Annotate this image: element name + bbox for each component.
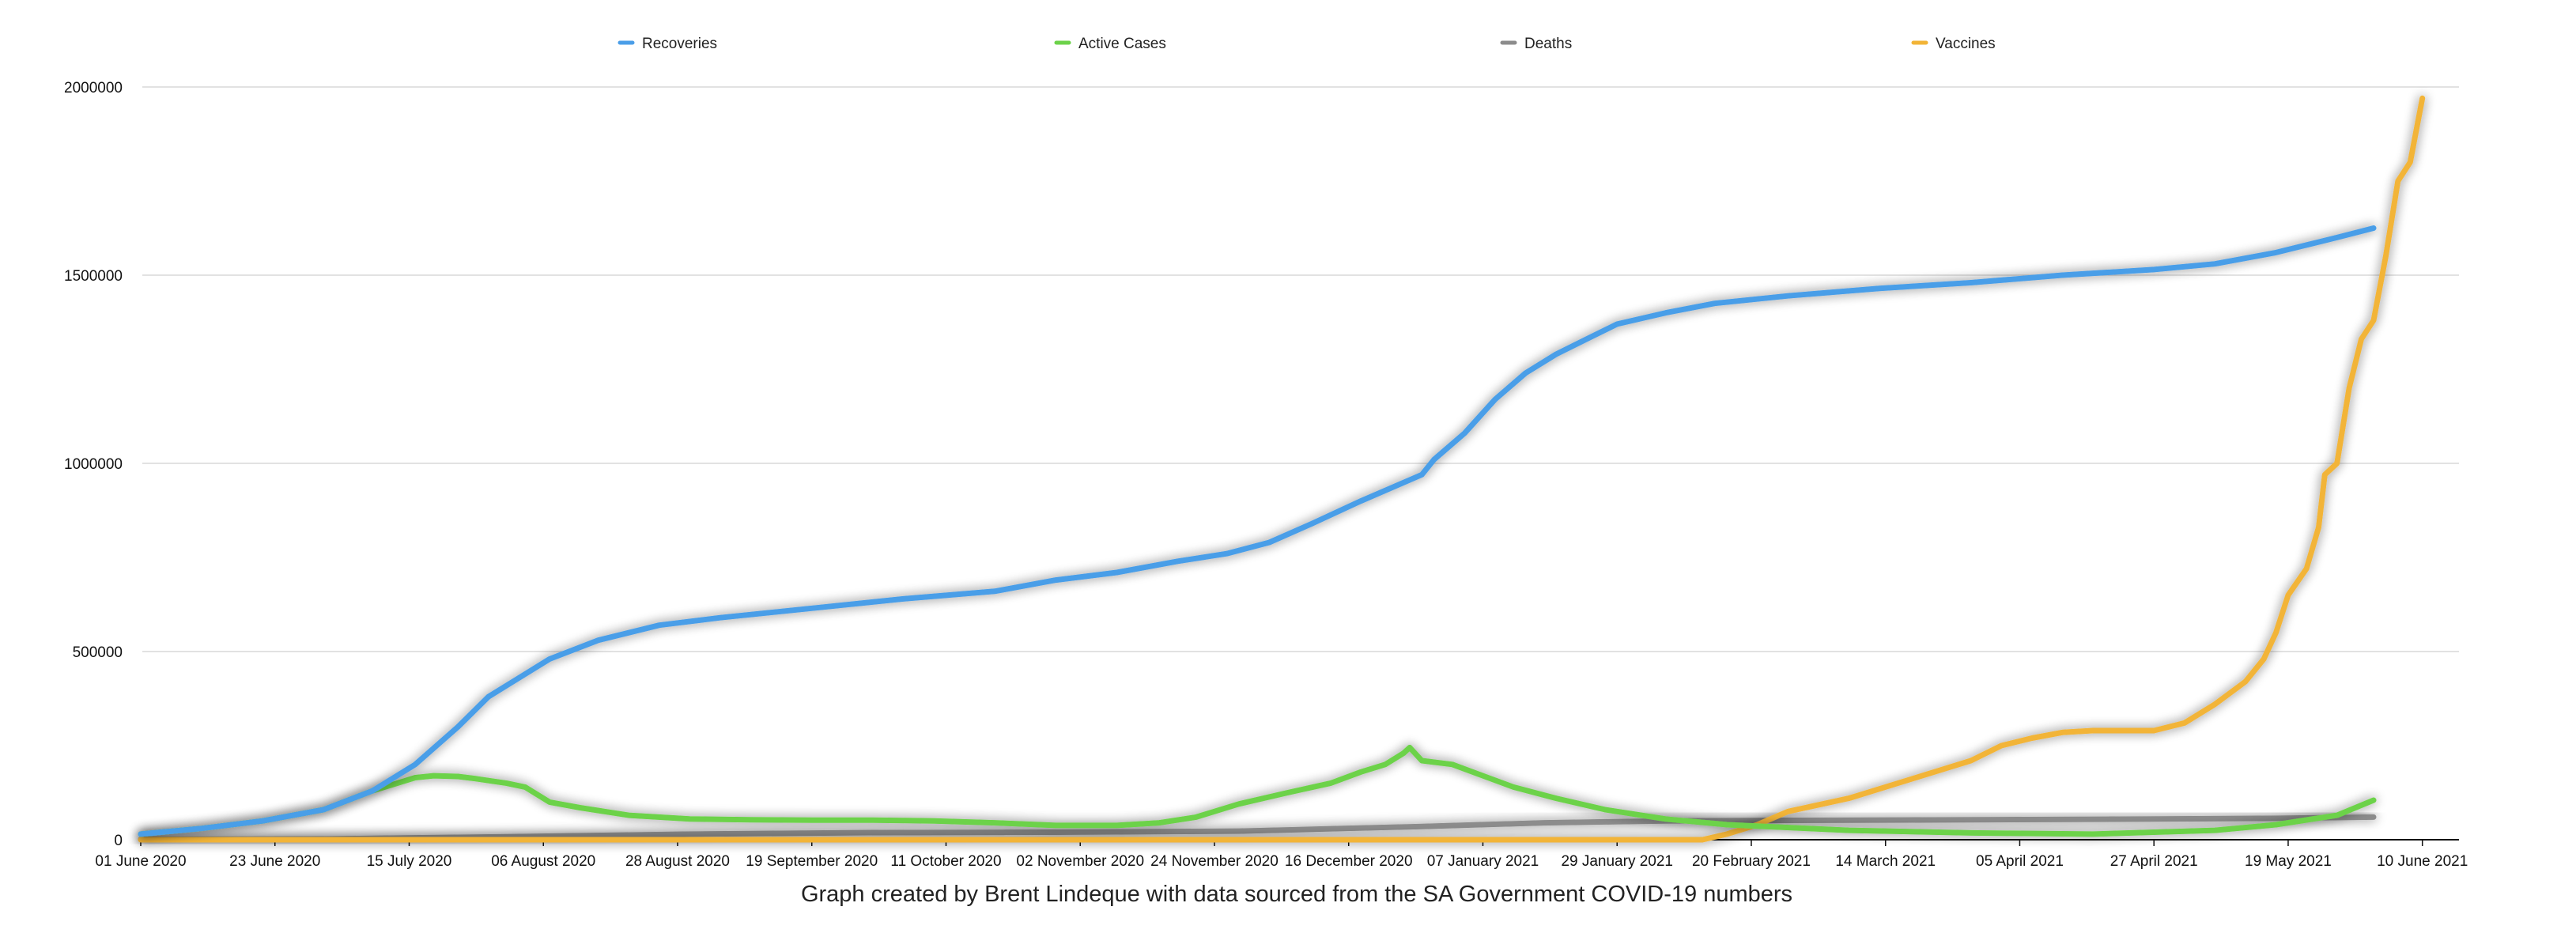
y-tick-label: 1000000 bbox=[64, 456, 123, 473]
x-tick-label: 20 February 2021 bbox=[1692, 853, 1811, 870]
legend-item-vaccines: Vaccines bbox=[1911, 36, 1996, 52]
x-tick-label: 05 April 2021 bbox=[1976, 853, 2064, 870]
legend-label: Deaths bbox=[1524, 36, 1572, 52]
x-tick-label: 10 June 2021 bbox=[2377, 853, 2468, 870]
grid-lines bbox=[142, 86, 2459, 652]
series-line-recoveries bbox=[138, 225, 2377, 837]
x-tick-label: 11 October 2020 bbox=[890, 853, 1001, 870]
x-tick-label: 07 January 2021 bbox=[1427, 853, 1539, 870]
x-tick-label: 14 March 2021 bbox=[1835, 853, 1936, 870]
x-tick-label: 24 November 2020 bbox=[1150, 853, 1279, 870]
chart-caption: Graph created by Brent Lindeque with dat… bbox=[801, 882, 1792, 907]
legend-label: Recoveries bbox=[642, 36, 717, 52]
y-tick-label: 500000 bbox=[73, 644, 123, 661]
y-tick-label: 0 bbox=[114, 833, 123, 849]
x-tick-label: 23 June 2020 bbox=[229, 853, 320, 870]
x-tick-label: 06 August 2020 bbox=[491, 853, 595, 870]
x-tick-label: 15 July 2020 bbox=[367, 853, 452, 870]
series-line-deaths bbox=[138, 814, 2377, 842]
x-tick-label: 28 August 2020 bbox=[625, 853, 730, 870]
legend-label: Active Cases bbox=[1078, 36, 1166, 52]
legend-item-active-cases: Active Cases bbox=[1054, 36, 1166, 52]
legend: Recoveries Active Cases Deaths Vaccines bbox=[618, 36, 1996, 52]
legend-item-deaths: Deaths bbox=[1500, 36, 1572, 52]
y-tick-label: 1500000 bbox=[64, 268, 123, 285]
x-tick-label: 19 September 2020 bbox=[746, 853, 878, 870]
legend-item-recoveries: Recoveries bbox=[618, 36, 717, 52]
x-tick-label: 29 January 2021 bbox=[1561, 853, 1673, 870]
x-tick-label: 19 May 2021 bbox=[2245, 853, 2332, 870]
series-lines bbox=[138, 95, 2426, 843]
x-tick-label: 16 December 2020 bbox=[1285, 853, 1413, 870]
legend-label: Vaccines bbox=[1936, 36, 1996, 52]
series-line-active-cases bbox=[138, 744, 2377, 837]
x-tick-label: 27 April 2021 bbox=[2110, 853, 2198, 870]
x-tick-label: 02 November 2020 bbox=[1016, 853, 1144, 870]
y-tick-label: 2000000 bbox=[64, 80, 123, 96]
axes: 0 500000 1000000 1500000 2000000 01 June 2020… bbox=[64, 80, 2468, 870]
x-tick-label: 01 June 2020 bbox=[95, 853, 186, 870]
series-line-vaccines bbox=[138, 95, 2426, 843]
